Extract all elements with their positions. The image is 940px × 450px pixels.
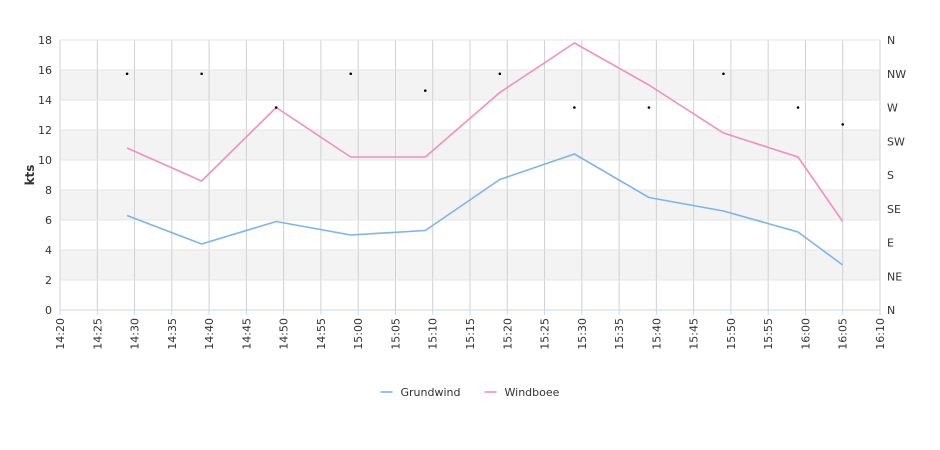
series-lines bbox=[126, 42, 844, 266]
y-tick-label: 0 bbox=[45, 304, 52, 317]
x-tick-label: 15:15 bbox=[464, 318, 477, 350]
horizontal-grid bbox=[60, 39, 880, 311]
direction-tick-label: N bbox=[887, 34, 895, 47]
x-tick-label: 16:00 bbox=[799, 318, 812, 350]
x-tick-label: 15:10 bbox=[427, 318, 440, 350]
legend: Grundwind Windboee bbox=[380, 386, 560, 399]
x-tick-label: 16:05 bbox=[837, 318, 850, 350]
x-tick-label: 15:05 bbox=[389, 318, 402, 350]
x-tick-label: 15:55 bbox=[762, 318, 775, 350]
y-tick-label: 16 bbox=[38, 64, 52, 77]
direction-point bbox=[796, 106, 800, 109]
x-tick-label: 15:00 bbox=[352, 318, 365, 350]
x-tick-label: 14:25 bbox=[91, 318, 104, 350]
direction-tick-label: SW bbox=[887, 135, 905, 148]
vertical-grid bbox=[59, 40, 881, 315]
direction-point bbox=[125, 72, 129, 76]
y-tick-label: 6 bbox=[45, 214, 52, 227]
x-tick-label: 14:30 bbox=[129, 318, 142, 350]
x-tick-label: 14:50 bbox=[278, 318, 291, 350]
direction-point bbox=[573, 106, 576, 109]
direction-tick-label: E bbox=[887, 237, 894, 250]
direction-tick-label: NW bbox=[887, 68, 906, 81]
y-axis-title: kts bbox=[23, 165, 37, 186]
series-line-windboee bbox=[126, 42, 844, 222]
direction-point bbox=[349, 72, 353, 76]
direction-point bbox=[200, 72, 203, 76]
x-tick-label: 15:40 bbox=[650, 318, 663, 350]
direction-point bbox=[722, 72, 725, 76]
x-tick-label: 15:30 bbox=[576, 318, 589, 350]
direction-tick-label: S bbox=[887, 169, 894, 182]
direction-axis-ticks: N NE E SE S SW W NW N bbox=[887, 34, 906, 317]
x-tick-label: 14:35 bbox=[166, 318, 179, 350]
x-tick-label: 15:50 bbox=[725, 318, 738, 350]
x-tick-label: 14:55 bbox=[315, 318, 328, 350]
y-tick-label: 10 bbox=[38, 154, 52, 167]
y-axis-ticks: 0 2 4 6 8 10 12 14 16 18 bbox=[38, 34, 52, 317]
direction-tick-label: SE bbox=[887, 203, 901, 216]
x-tick-label: 14:20 bbox=[54, 318, 67, 350]
y-tick-label: 4 bbox=[45, 244, 52, 257]
x-tick-label: 14:45 bbox=[240, 318, 253, 350]
x-tick-label: 15:45 bbox=[688, 318, 701, 350]
x-tick-label: 15:35 bbox=[613, 318, 626, 350]
direction-point bbox=[423, 89, 427, 92]
direction-tick-label: W bbox=[887, 102, 898, 115]
legend-item-grundwind: Grundwind bbox=[401, 386, 461, 399]
legend-item-windboee: Windboee bbox=[505, 386, 560, 399]
direction-point bbox=[841, 123, 845, 126]
x-axis-ticks: 14:20 14:25 14:30 14:35 14:40 14:45 14:50 14:55… bbox=[54, 318, 887, 350]
x-tick-label: 14:40 bbox=[203, 318, 216, 350]
direction-point bbox=[274, 106, 278, 109]
direction-points bbox=[125, 72, 845, 126]
series-line-grundwind bbox=[126, 153, 844, 266]
y-tick-label: 14 bbox=[38, 94, 52, 107]
direction-tick-label: N bbox=[887, 304, 895, 317]
x-tick-label: 15:20 bbox=[501, 318, 514, 350]
y-tick-label: 8 bbox=[45, 184, 52, 197]
y-tick-label: 12 bbox=[38, 124, 52, 137]
direction-point bbox=[498, 72, 502, 76]
direction-point bbox=[647, 106, 651, 109]
direction-tick-label: NE bbox=[887, 270, 902, 283]
y-tick-label: 2 bbox=[45, 274, 52, 287]
y-tick-label: 18 bbox=[38, 34, 52, 47]
x-tick-label: 15:25 bbox=[539, 318, 552, 350]
x-tick-label: 16:10 bbox=[874, 318, 887, 350]
